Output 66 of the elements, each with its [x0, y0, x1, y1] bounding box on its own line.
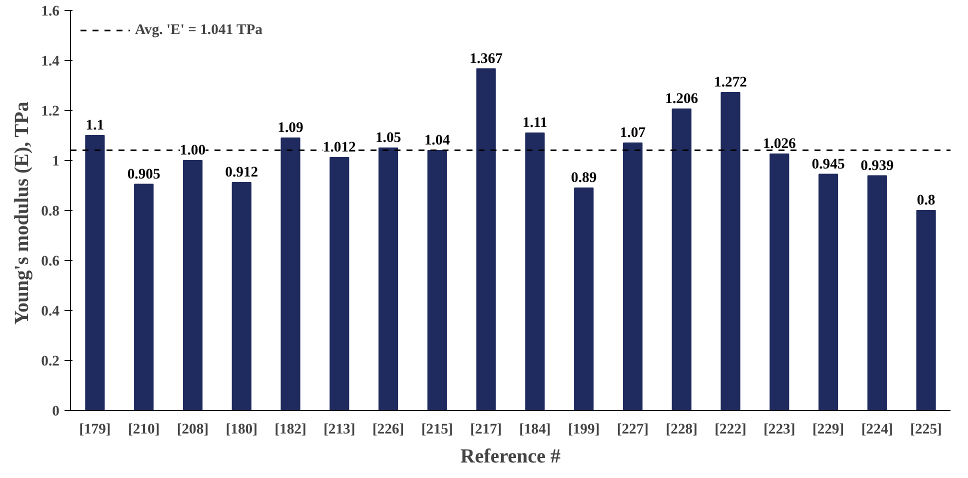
data-label: 0.945 [812, 156, 845, 172]
x-tick-label: [208] [176, 422, 209, 438]
x-tick-label: [213] [324, 422, 356, 438]
y-tick-label: 0.4 [41, 304, 60, 320]
data-label: 1.272 [714, 74, 747, 90]
bar [182, 160, 203, 410]
bar [574, 188, 594, 410]
y-tick-label: 1.6 [41, 4, 60, 20]
x-tick-label: [210] [128, 422, 160, 438]
x-tick-label: [228] [666, 422, 698, 438]
data-label: 0.8 [916, 192, 936, 208]
x-tick-label: [229] [812, 422, 844, 438]
x-tick-label: [226] [372, 422, 404, 438]
y-tick-label: 1.4 [41, 54, 60, 70]
data-label: 1.012 [322, 140, 356, 156]
y-tick-label: 0.8 [41, 204, 60, 220]
bar [622, 142, 643, 410]
data-label: 1.206 [665, 91, 698, 107]
data-label: 1.09 [278, 120, 304, 136]
bar [427, 150, 447, 410]
bar [720, 92, 740, 410]
bar [916, 210, 936, 410]
y-axis-title: Young's modulus (E), TPa [11, 102, 34, 325]
data-label: 1.07 [620, 125, 646, 141]
x-axis-title: Reference # [460, 446, 561, 468]
bar [525, 132, 545, 410]
x-tick-label: [223] [764, 422, 796, 438]
y-tick-label: 0.6 [41, 254, 60, 270]
bar [330, 157, 350, 410]
bar [867, 175, 887, 410]
data-label: 0.905 [127, 166, 160, 182]
bar [378, 148, 398, 410]
data-label: 1.367 [470, 50, 503, 67]
x-tick-label: [179] [79, 422, 111, 438]
legend-label: Avg. 'E' = 1.041 TPa [135, 22, 263, 38]
x-tick-label: [184] [519, 422, 551, 438]
bar [818, 174, 838, 410]
data-label: 1.026 [762, 136, 796, 152]
x-tick-label: [199] [568, 422, 600, 438]
x-tick-label: [224] [861, 422, 894, 438]
x-tick-label: [225] [910, 422, 942, 438]
data-label: 0.939 [860, 158, 894, 174]
y-tick-label: 1.2 [41, 104, 60, 120]
y-tick-label: 0 [52, 404, 60, 420]
x-tick-label: [227] [616, 422, 649, 438]
x-tick-label: [222] [714, 422, 746, 438]
bar [476, 68, 496, 410]
data-label: 1.00 [180, 142, 206, 158]
bar [85, 135, 105, 410]
y-tick-label: 0.2 [41, 354, 60, 370]
x-tick-label: [182] [274, 422, 306, 438]
x-tick-label: [180] [226, 422, 258, 438]
x-tick-label: [217] [470, 422, 502, 438]
bar [770, 154, 790, 410]
x-tick-label: [215] [421, 422, 454, 438]
data-label: 0.912 [225, 164, 258, 180]
data-label: 0.89 [571, 170, 597, 186]
bar [280, 138, 300, 410]
data-label: 1.04 [424, 132, 451, 148]
y-tick-label: 1 [52, 154, 60, 170]
bar [232, 182, 252, 410]
bar [134, 184, 154, 410]
data-label: 1.11 [522, 115, 548, 131]
bar [672, 108, 692, 410]
data-label: 1.05 [375, 130, 402, 146]
data-label: 1.1 [86, 118, 104, 134]
